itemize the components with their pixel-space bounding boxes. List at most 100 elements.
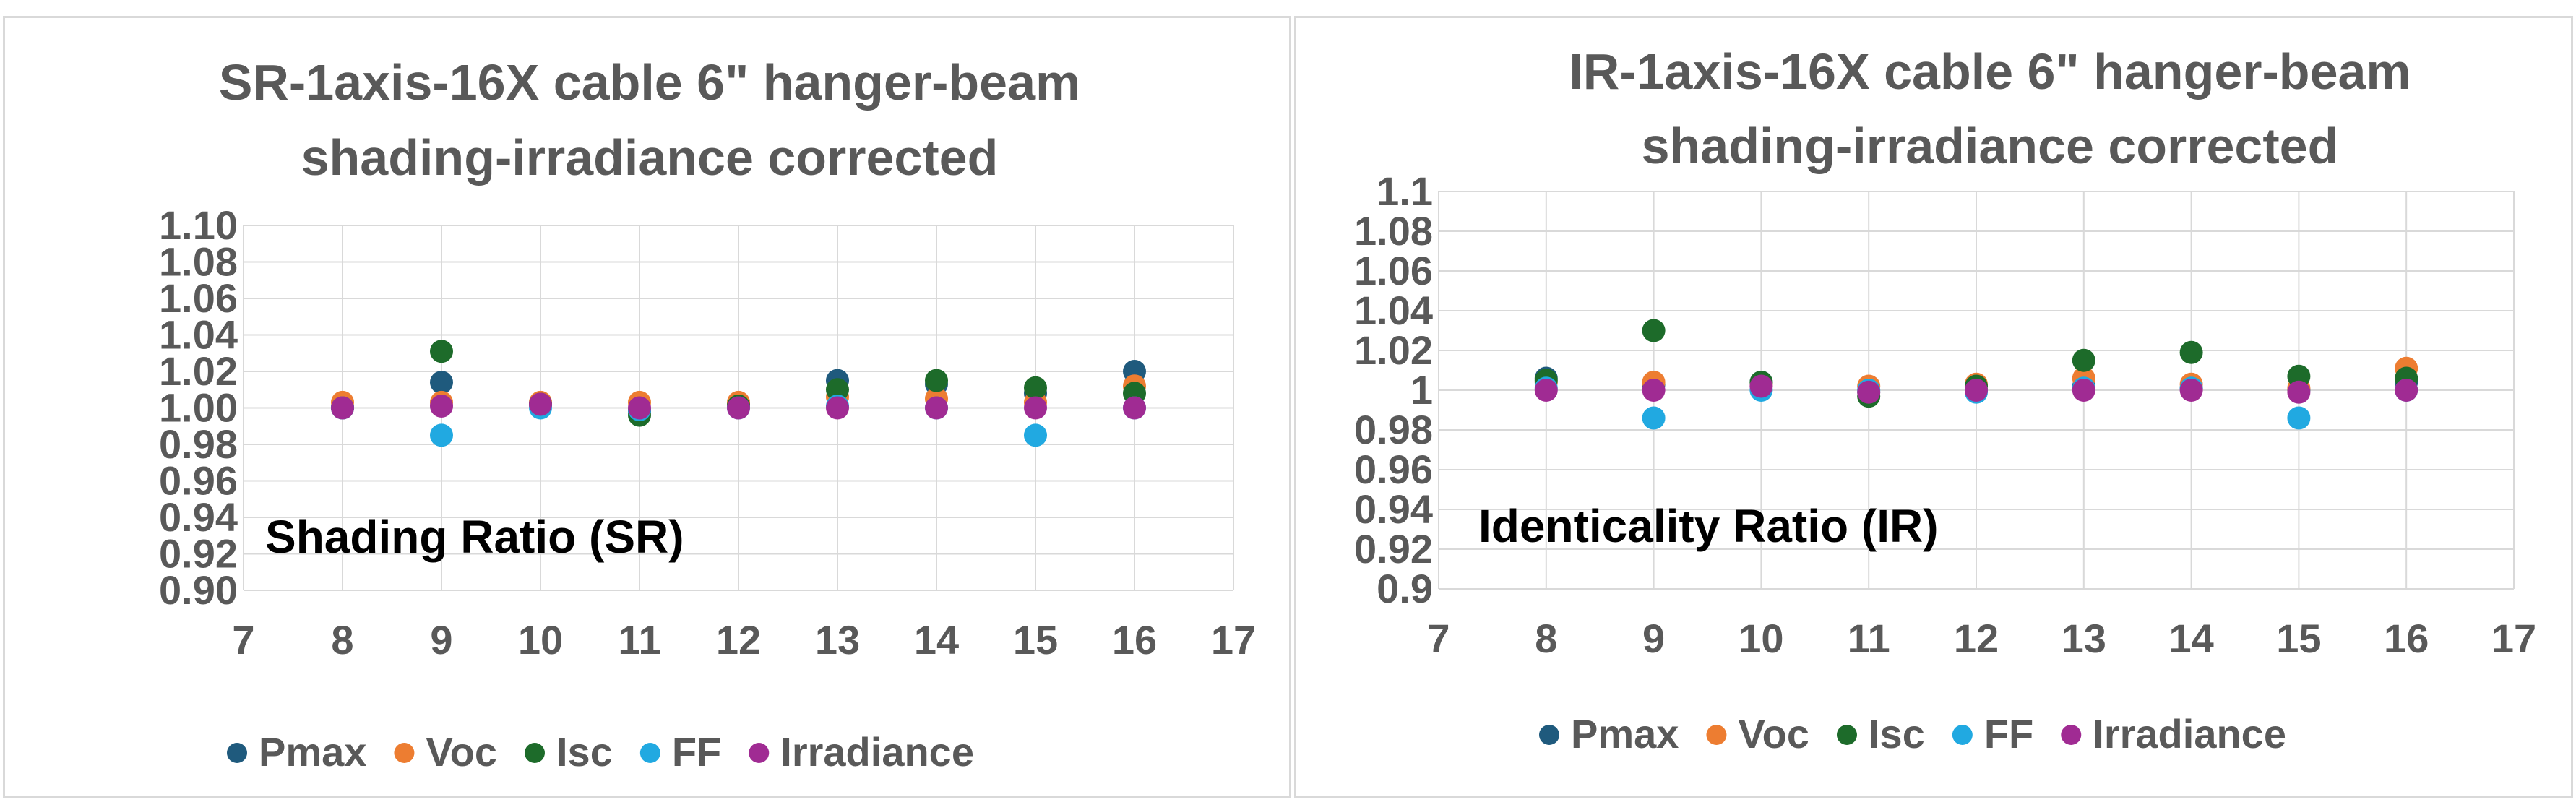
- legend-label-irradiance: Irradiance: [780, 729, 974, 775]
- y-tick-label: 0.9: [1377, 566, 1433, 611]
- y-tick-label: 1.02: [1354, 327, 1433, 373]
- y-tick-label: 0.94: [159, 494, 238, 540]
- chart-title-line: shading-irradiance corrected: [301, 129, 999, 186]
- y-tick-label: 0.96: [1354, 447, 1433, 492]
- x-tick-label: 17: [1211, 617, 1256, 663]
- legend-marker-pmax: [227, 743, 247, 763]
- data-point-irradiance: [1534, 379, 1558, 402]
- x-tick-label: 7: [1427, 616, 1449, 661]
- y-tick-label: 1.02: [159, 348, 238, 394]
- legend-label-voc: Voc: [1738, 711, 1809, 757]
- x-tick-label: 8: [331, 617, 353, 663]
- data-point-irradiance: [1965, 379, 1988, 402]
- legend-marker-ff: [1952, 725, 1973, 745]
- x-tick-label: 7: [232, 617, 254, 663]
- data-point-ff: [2287, 406, 2311, 430]
- data-point-irradiance: [2179, 379, 2203, 402]
- legend-label-voc: Voc: [426, 729, 497, 775]
- x-tick-label: 12: [716, 617, 761, 663]
- chart-title-line: SR-1axis-16X cable 6" hanger-beam: [219, 54, 1081, 111]
- y-tick-label: 1.06: [1354, 248, 1433, 293]
- x-tick-label: 12: [1954, 616, 1999, 661]
- sr-chart-panel: SR-1axis-16X cable 6" hanger-beam shading…: [3, 16, 1291, 798]
- sr-chart: SR-1axis-16X cable 6" hanger-beam shading…: [159, 54, 1256, 775]
- legend-label-isc: Isc: [1869, 711, 1925, 757]
- data-point-isc: [430, 340, 453, 363]
- legend-label-ff: FF: [672, 729, 721, 775]
- data-point-irradiance: [1123, 396, 1146, 420]
- x-tick-label: 15: [2276, 616, 2321, 661]
- data-point-isc: [2179, 340, 2203, 364]
- x-tick-label: 15: [1013, 617, 1058, 663]
- legend-marker-voc: [394, 743, 415, 763]
- data-point-isc: [1024, 376, 1047, 400]
- legend-marker-pmax: [1539, 725, 1559, 745]
- y-tick-label: 0.90: [159, 567, 238, 613]
- chart-title-line: IR-1axis-16X cable 6" hanger-beam: [1569, 43, 2411, 100]
- legend-marker-isc: [524, 743, 545, 763]
- ir-chart: IR-1axis-16X cable 6" hanger-beam shading…: [1354, 43, 2536, 757]
- y-tick-label: 1.08: [1354, 208, 1433, 254]
- x-tick-label: 10: [518, 617, 563, 663]
- data-point-isc: [826, 378, 849, 402]
- data-point-irradiance: [1749, 374, 1773, 398]
- data-point-irradiance: [925, 396, 948, 420]
- data-point-ff: [1642, 406, 1666, 430]
- data-point-irradiance: [2072, 379, 2095, 402]
- data-point-isc: [1642, 319, 1666, 342]
- y-tick-label: 1.10: [159, 202, 238, 248]
- y-tick-label: 0.92: [1354, 526, 1433, 572]
- y-tick-label: 1.04: [1354, 288, 1433, 333]
- x-tick-label: 11: [1848, 616, 1890, 661]
- x-tick-label: 14: [914, 617, 959, 663]
- data-point-irradiance: [2395, 379, 2418, 402]
- y-tick-label: 1: [1410, 367, 1433, 413]
- data-point-isc: [925, 369, 948, 392]
- legend-label-isc: Isc: [556, 729, 613, 775]
- data-point-irradiance: [628, 396, 651, 420]
- data-point-irradiance: [1857, 380, 1881, 404]
- legend-label-irradiance: Irradiance: [2093, 711, 2286, 757]
- chart-annotation: Shading Ratio (SR): [265, 511, 684, 563]
- legend-label-pmax: Pmax: [1571, 711, 1679, 757]
- legend-marker-irradiance: [2061, 725, 2082, 745]
- x-tick-label: 16: [2384, 616, 2429, 661]
- x-tick-label: 9: [1642, 616, 1665, 661]
- x-tick-label: 8: [1535, 616, 1557, 661]
- data-point-irradiance: [1024, 396, 1047, 420]
- x-tick-label: 16: [1112, 617, 1157, 663]
- data-point-irradiance: [430, 394, 453, 418]
- x-tick-label: 11: [618, 617, 660, 663]
- data-point-irradiance: [529, 392, 552, 416]
- x-tick-label: 17: [2491, 616, 2536, 661]
- x-tick-label: 13: [2062, 616, 2106, 661]
- x-tick-label: 14: [2168, 616, 2213, 661]
- chart-title-line: shading-irradiance corrected: [1642, 118, 2339, 174]
- legend-marker-isc: [1836, 725, 1857, 745]
- ir-chart-panel: IR-1axis-16X cable 6" hanger-beam shading…: [1294, 16, 2573, 798]
- legend-marker-voc: [1706, 725, 1727, 745]
- y-tick-label: 0.94: [1354, 486, 1433, 532]
- data-point-ff: [430, 423, 453, 447]
- y-tick-label: 1.04: [159, 312, 238, 358]
- x-tick-label: 9: [430, 617, 452, 663]
- y-tick-label: 1.1: [1377, 168, 1433, 214]
- legend-marker-ff: [639, 743, 660, 763]
- y-tick-label: 0.96: [159, 458, 238, 504]
- legend-marker-irradiance: [749, 743, 770, 763]
- data-point-ff: [1024, 423, 1047, 447]
- y-tick-label: 1.00: [159, 385, 238, 431]
- x-tick-label: 10: [1739, 616, 1783, 661]
- data-point-isc: [2072, 348, 2095, 372]
- data-point-irradiance: [826, 396, 849, 420]
- legend-label-ff: FF: [1984, 711, 2033, 757]
- data-point-irradiance: [331, 396, 354, 420]
- chart-annotation: Identicality Ratio (IR): [1478, 500, 1939, 552]
- data-point-irradiance: [727, 396, 750, 420]
- data-point-isc: [2287, 364, 2311, 388]
- y-tick-label: 0.92: [159, 531, 238, 577]
- data-point-irradiance: [1642, 379, 1666, 402]
- data-point-irradiance: [2287, 380, 2311, 404]
- y-tick-label: 0.98: [159, 421, 238, 467]
- x-tick-label: 13: [815, 617, 860, 663]
